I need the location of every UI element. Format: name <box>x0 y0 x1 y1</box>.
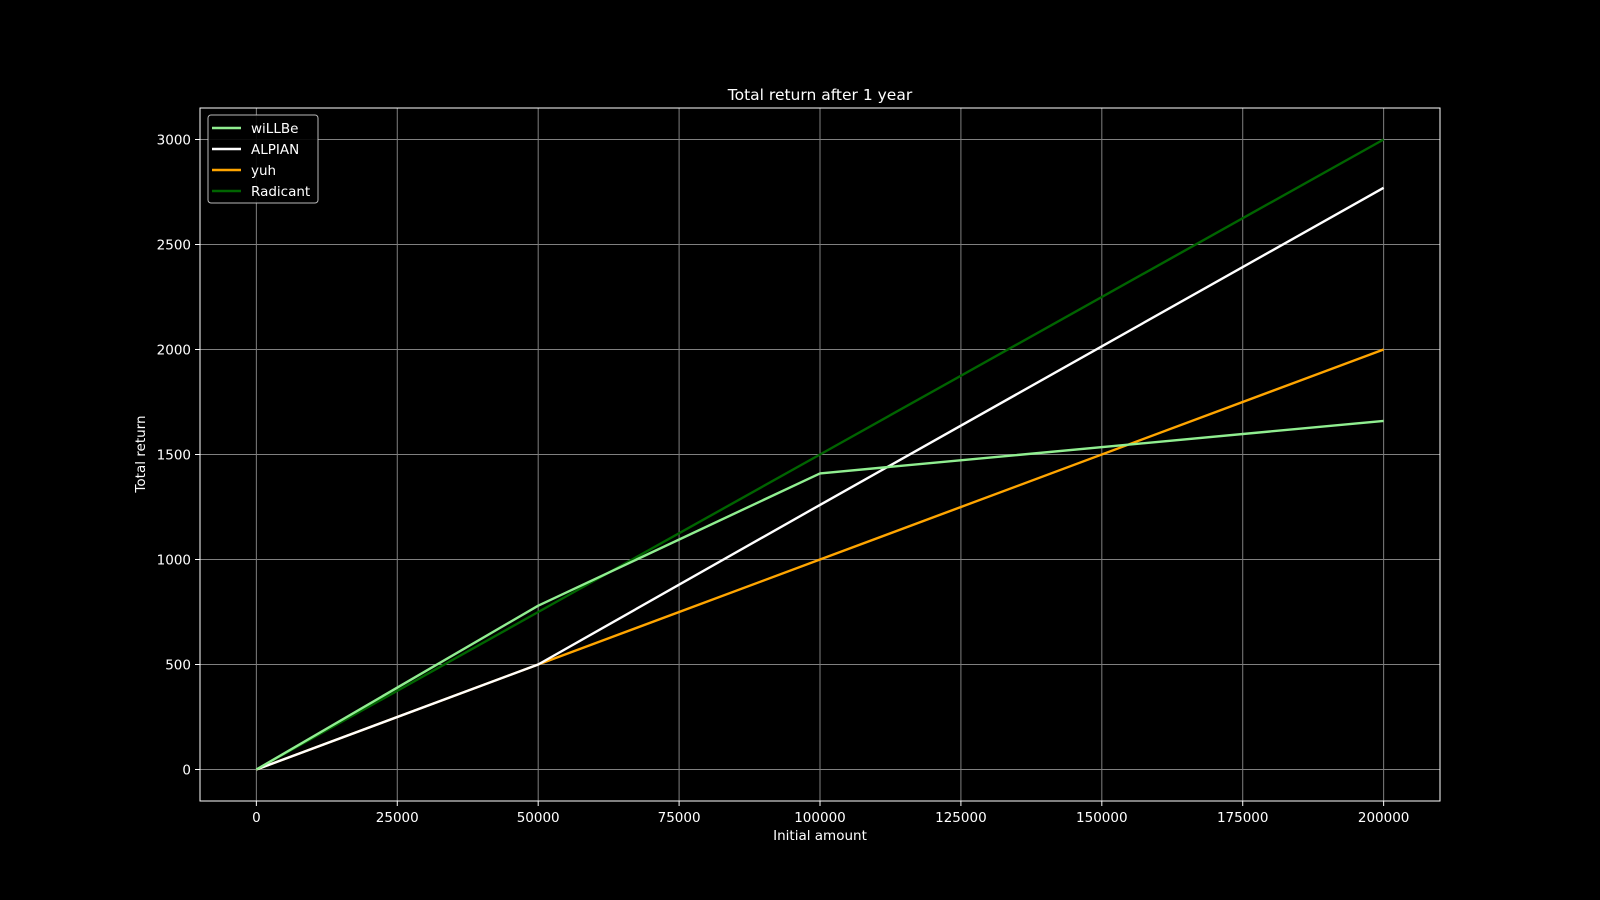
series-line-radicant <box>255 138 1385 771</box>
legend-label: yuh <box>251 163 276 179</box>
y-tick-label: 1000 <box>157 553 191 569</box>
y-tick-label: 1500 <box>157 448 191 464</box>
series-line-willbe <box>255 419 1384 771</box>
series-layer <box>255 138 1385 771</box>
x-axis-label: Initial amount <box>773 828 867 844</box>
legend-box <box>207 114 319 204</box>
grid <box>200 108 1440 801</box>
x-tick-label: 200000 <box>1358 810 1410 826</box>
x-tick-label: 175000 <box>1217 810 1269 826</box>
x-tick-label: 150000 <box>1076 810 1128 826</box>
y-tick-label: 0 <box>182 763 191 779</box>
y-tick-label: 500 <box>165 658 191 674</box>
legend-label: Radicant <box>251 184 310 200</box>
x-tick-label: 75000 <box>658 810 701 826</box>
y-axis-label: Total return <box>133 415 149 493</box>
x-tick-label: 50000 <box>517 810 560 826</box>
y-tick-label: 2000 <box>157 343 191 359</box>
y-axis: 0 500 1000 1500 2000 2500 3000 <box>157 133 200 779</box>
legend: wiLLBe ALPIAN yuh Radicant <box>207 114 319 204</box>
y-tick-label: 3000 <box>157 133 191 149</box>
legend-label: wiLLBe <box>251 121 298 137</box>
x-tick-label: 0 <box>252 810 261 826</box>
x-tick-label: 100000 <box>794 810 846 826</box>
x-tick-label: 25000 <box>376 810 419 826</box>
series-line-alpian <box>255 186 1385 771</box>
x-axis: 0 25000 50000 75000 100000 125000 150000 175000… <box>252 801 1409 826</box>
legend-label: ALPIAN <box>251 142 299 158</box>
y-tick-label: 2500 <box>157 238 191 254</box>
x-tick-label: 125000 <box>935 810 987 826</box>
chart-title: Total return after 1 year <box>727 86 913 104</box>
